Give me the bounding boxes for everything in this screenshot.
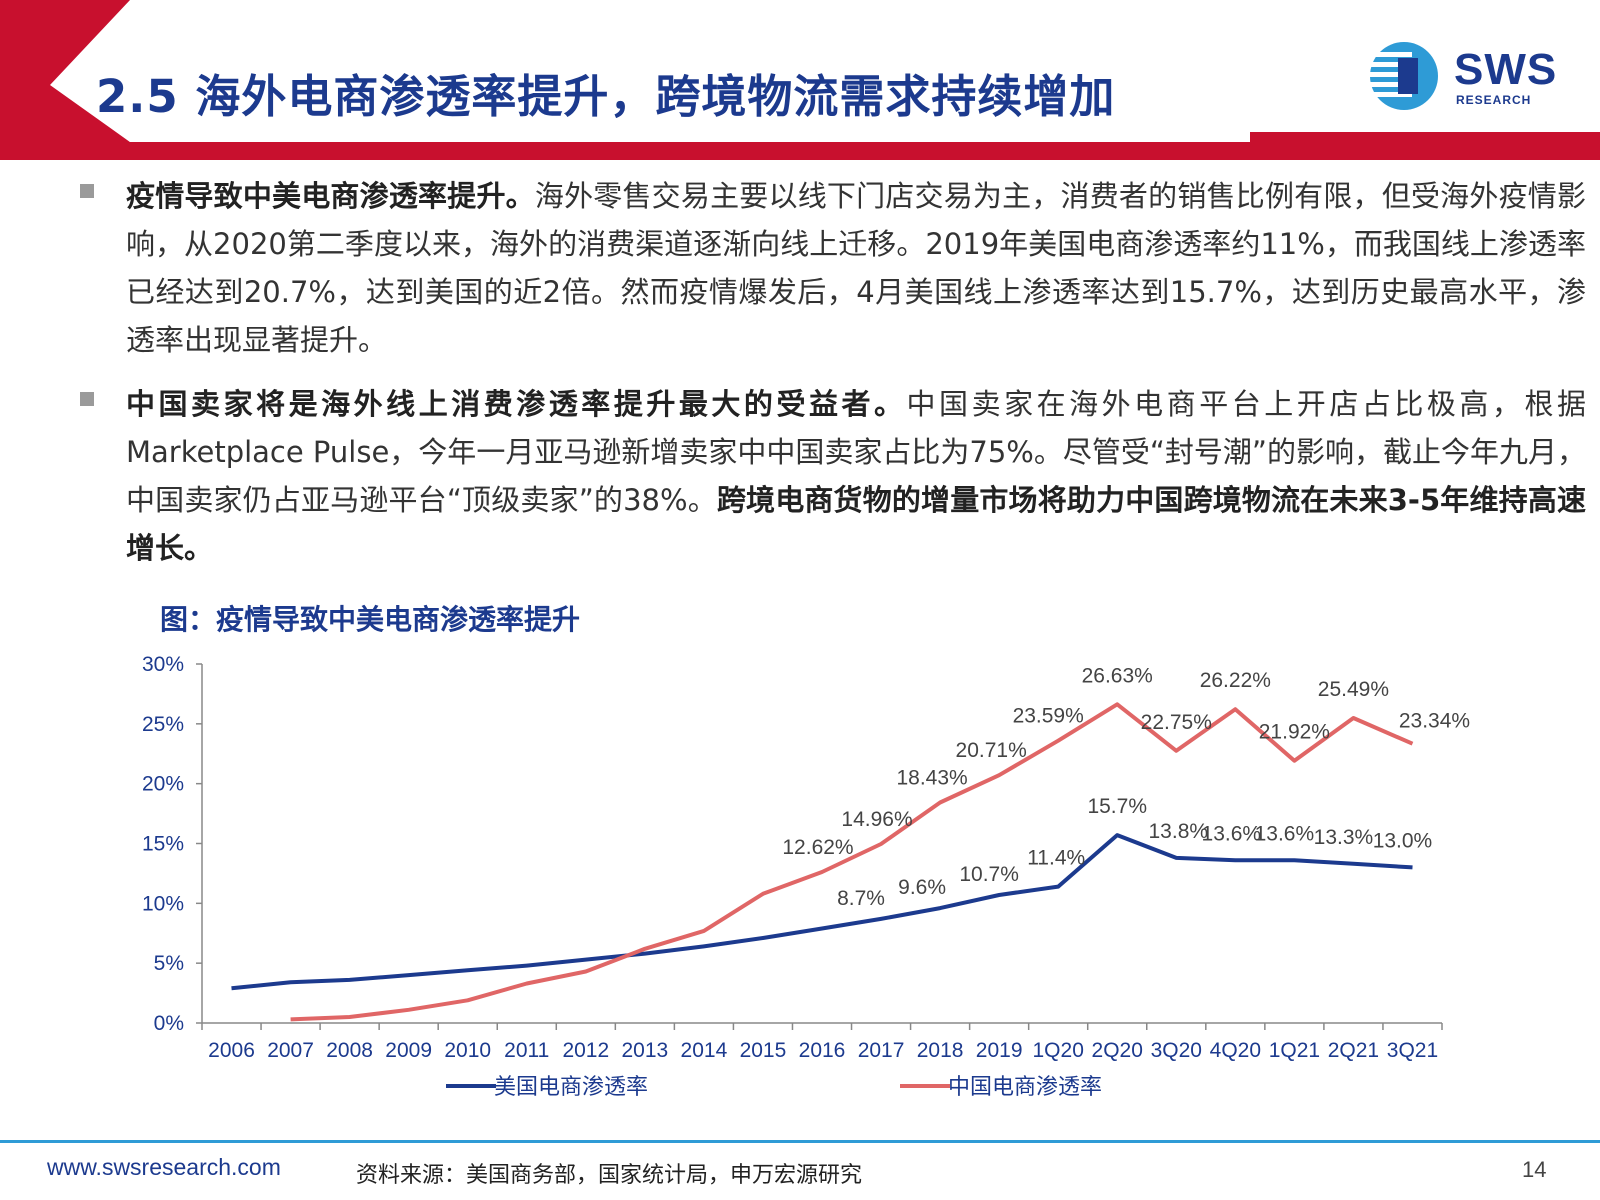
data-label: 21.92% (1259, 721, 1330, 744)
x-tick-label: 2011 (504, 1039, 549, 1062)
y-tick-label: 5% (154, 952, 184, 975)
series-line-2 (290, 702, 1414, 1022)
y-tick-label: 20% (142, 773, 184, 796)
data-label: 23.59% (1013, 705, 1084, 728)
bullet-2-bold: 中国卖家将是海外线上消费渗透率提升最大的受益者。 (126, 387, 907, 421)
logo-subtitle: RESEARCH (1456, 93, 1532, 107)
data-label: 14.96% (841, 808, 912, 831)
x-tick-label: 1Q20 (1033, 1039, 1084, 1062)
footer-source: 资料来源：美国商务部，国家统计局，申万宏源研究 (356, 1163, 863, 1188)
x-tick-label: 2012 (562, 1039, 609, 1062)
x-tick-label: 3Q21 (1387, 1039, 1438, 1062)
data-label: 15.7% (1087, 795, 1147, 818)
footer-divider (0, 1140, 1600, 1143)
bullet-1-body: 海外零售交易主要以线下门店交易为主，消费者的销售比例有限，但受海外疫情影响，从2… (126, 179, 1586, 357)
data-label: 26.22% (1200, 669, 1271, 692)
bullet-2: 中国卖家将是海外线上消费渗透率提升最大的受益者。中国卖家在海外电商平台上开店占比… (80, 380, 1586, 570)
footer-url[interactable]: www.swsresearch.com (47, 1154, 281, 1180)
y-tick-label: 10% (142, 892, 184, 915)
sws-logo-icon (1370, 42, 1438, 110)
data-label: 10.7% (959, 863, 1019, 886)
bullet-2-bold-tail: 跨境电商货物的增量市场将助力中国跨境物流在未来3-5年维持高速增长。 (126, 483, 1586, 565)
bullet-2-text: 中国卖家将是海外线上消费渗透率提升最大的受益者。中国卖家在海外电商平台上开店占比… (126, 380, 1586, 572)
legend-label: 中国电商渗透率 (948, 1074, 1102, 1099)
x-tick-label: 2Q20 (1092, 1039, 1143, 1062)
legend-label: 美国电商渗透率 (494, 1074, 648, 1099)
x-tick-label: 1Q21 (1269, 1039, 1320, 1062)
series-line-1 (231, 833, 1413, 991)
x-tick-label: 2006 (208, 1039, 255, 1062)
data-label: 23.34% (1399, 710, 1470, 733)
bullet-2-body: 中国卖家在海外电商平台上开店占比极高，根据Marketplace Pulse，今… (126, 387, 1586, 517)
data-label: 13.6% (1255, 822, 1315, 845)
data-label: 20.71% (956, 739, 1027, 762)
data-label: 12.62% (782, 836, 853, 859)
x-tick-label: 2019 (976, 1039, 1023, 1062)
data-label: 13.8% (1149, 820, 1209, 843)
x-tick-label: 2015 (740, 1039, 787, 1062)
data-label: 13.0% (1373, 829, 1433, 852)
data-label: 18.43% (896, 766, 967, 789)
data-label: 8.7% (837, 887, 885, 910)
x-tick-label: 2013 (621, 1039, 668, 1062)
x-tick-label: 2007 (267, 1039, 314, 1062)
header-banner (0, 0, 1600, 160)
x-tick-label: 2009 (385, 1039, 432, 1062)
page-title: 2.5 海外电商渗透率提升，跨境物流需求持续增加 (96, 70, 1116, 123)
y-tick-label: 15% (142, 833, 184, 856)
x-tick-label: 4Q20 (1210, 1039, 1261, 1062)
x-tick-label: 2008 (326, 1039, 373, 1062)
data-label: 26.63% (1082, 664, 1153, 687)
x-tick-label: 2Q21 (1328, 1039, 1379, 1062)
x-tick-label: 3Q20 (1151, 1039, 1202, 1062)
bullet-1: 疫情导致中美电商渗透率提升。海外零售交易主要以线下门店交易为主，消费者的销售比例… (80, 172, 1586, 362)
logo-wordmark: SWS (1454, 45, 1558, 94)
data-label: 22.75% (1141, 711, 1212, 734)
data-label: 13.3% (1314, 826, 1374, 849)
data-label: 25.49% (1318, 678, 1389, 701)
y-tick-label: 30% (142, 653, 184, 676)
x-tick-label: 2010 (444, 1039, 491, 1062)
data-label: 11.4% (1027, 847, 1085, 870)
chart-title: 图：疫情导致中美电商渗透率提升 (160, 603, 581, 636)
y-tick-label: 25% (142, 713, 184, 736)
x-tick-label: 2014 (681, 1039, 728, 1062)
data-label: 13.6% (1202, 822, 1262, 845)
bullet-1-bold: 疫情导致中美电商渗透率提升。 (126, 179, 535, 213)
data-label: 9.6% (898, 876, 946, 899)
bullet-square-icon (80, 184, 94, 198)
bullet-square-icon (80, 392, 94, 406)
y-tick-label: 0% (154, 1012, 184, 1035)
x-tick-label: 2017 (858, 1039, 905, 1062)
bullet-1-text: 疫情导致中美电商渗透率提升。海外零售交易主要以线下门店交易为主，消费者的销售比例… (126, 172, 1586, 364)
x-tick-label: 2016 (799, 1039, 846, 1062)
line-chart: 0% 5% 10% 15% 20% 25% 30% 2006 2007 2008 2009 2010 2… (142, 653, 1470, 1099)
x-tick-label: 2018 (917, 1039, 964, 1062)
page-number: 14 (1522, 1157, 1547, 1182)
